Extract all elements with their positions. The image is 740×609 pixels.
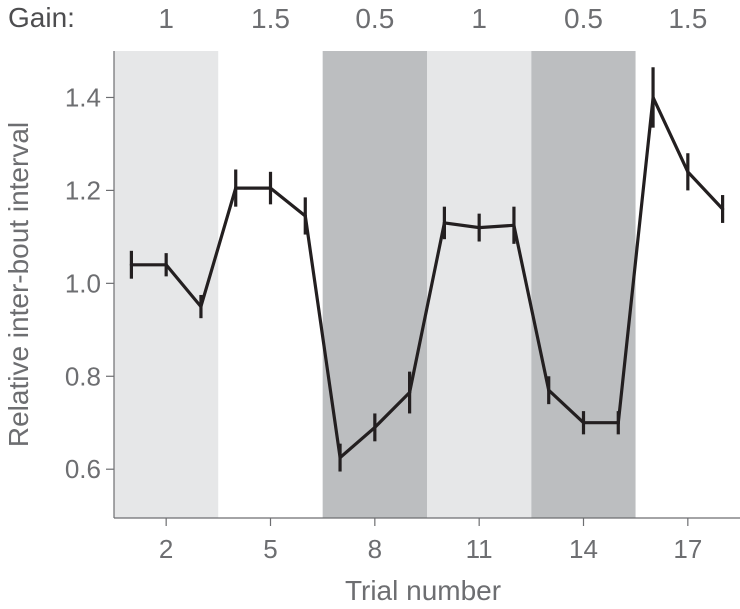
data-point [651,95,655,100]
x-tick-label: 14 [569,534,598,564]
gain-title: Gain: [8,2,75,33]
gain-block-4 [427,51,532,518]
y-tick-label: 0.6 [65,454,101,484]
gain-block-5 [531,51,636,518]
data-point [338,455,342,460]
data-point [268,186,273,190]
gain-block-backgrounds [114,51,740,518]
data-point [721,207,725,211]
data-point [373,425,377,429]
x-tick-label: 11 [466,534,493,564]
x-tick-label: 2 [159,534,173,564]
series-line [131,91,724,461]
y-tick-label: 0.8 [65,361,101,391]
gain-block-1 [114,51,219,518]
gain-label-5: 0.5 [564,3,603,34]
axes [113,51,740,519]
gain-label-4: 1 [471,3,487,34]
y-tick-label: 1.2 [65,175,101,205]
y-axis-title: Relative inter-bout interval [3,122,34,447]
data-point [234,186,238,190]
gain-labels: 1 1.5 0.5 1 0.5 1.5 [158,3,707,34]
series [129,67,725,472]
x-tick-label: 8 [368,534,382,564]
data-point [164,263,168,267]
data-point [442,221,446,225]
gain-label-6: 1.5 [668,3,707,34]
x-axis-title: Trial number [345,575,501,606]
data-point [129,263,133,267]
data-point [199,304,203,309]
y-tick-label: 1.4 [65,82,101,112]
data-point [686,170,690,174]
gain-block-2 [218,51,323,518]
x-tick-label: 17 [673,534,702,564]
y-ticks: 0.6 0.8 1.0 1.2 1.4 [65,82,114,484]
gain-label-1: 1 [158,3,174,34]
gain-block-6 [635,51,740,518]
y-tick-label: 1.0 [65,268,101,298]
data-point [512,223,516,227]
x-ticks: 2 5 8 11 14 17 [159,518,702,564]
data-point [547,388,551,392]
gain-label-3: 0.5 [355,3,394,34]
data-point [303,214,307,218]
x-tick-label: 5 [263,534,277,564]
data-point [477,225,481,230]
gain-label-2: 1.5 [251,3,290,34]
data-point [616,421,620,425]
data-point [408,390,412,395]
data-point [581,421,586,425]
